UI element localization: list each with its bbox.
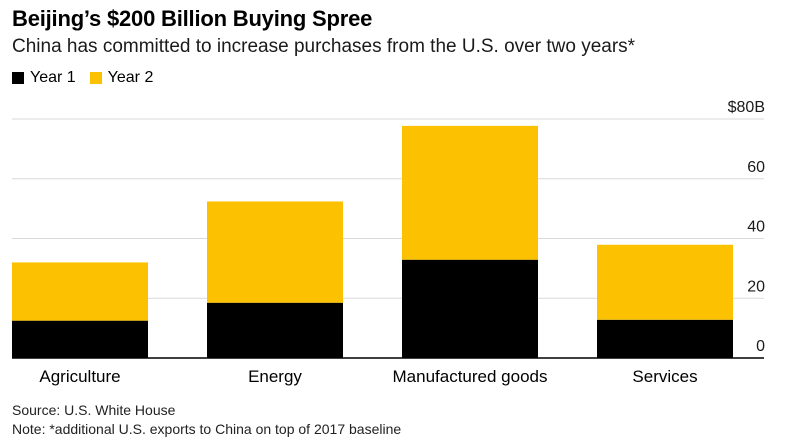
chart-subtitle: China has committed to increase purchase… [12,36,636,57]
source-note: Source: U.S. White House [12,402,176,418]
bar-agriculture-year-2 [12,262,148,321]
footnote: Note: *additional U.S. exports to China … [12,421,402,437]
legend: Year 1 Year 2 [12,69,153,87]
x-tick-label-services: Services [632,367,697,386]
legend-label-year-2: Year 2 [107,69,154,86]
bar-agriculture-year-1 [12,320,148,358]
bar-manufactured-goods-year-2 [402,125,538,260]
bar-energy-year-2 [207,201,343,303]
legend-item-year-2: Year 2 [89,69,154,87]
y-tick-label-80: $80B [728,99,765,116]
y-tick-label-20: 20 [747,278,765,295]
y-tick-label-40: 40 [747,219,765,236]
chart-title: Beijing’s $200 Billion Buying Spree [12,6,373,31]
bar-energy-year-1 [207,302,343,358]
legend-swatch-year-1 [12,72,24,84]
bar-services-year-1 [597,319,733,358]
x-tick-label-energy: Energy [248,367,302,386]
x-tick-label-agriculture: Agriculture [39,367,120,386]
legend-item-year-1: Year 1 [12,69,76,87]
bar-manufactured-goods-year-1 [402,259,538,358]
bar-services-year-2 [597,244,733,320]
x-tick-label-manufactured-goods: Manufactured goods [393,367,548,386]
legend-label-year-1: Year 1 [30,69,76,86]
legend-swatch-year-2 [89,72,102,84]
y-tick-label-60: 60 [747,159,765,176]
y-tick-label-0: 0 [756,338,765,355]
